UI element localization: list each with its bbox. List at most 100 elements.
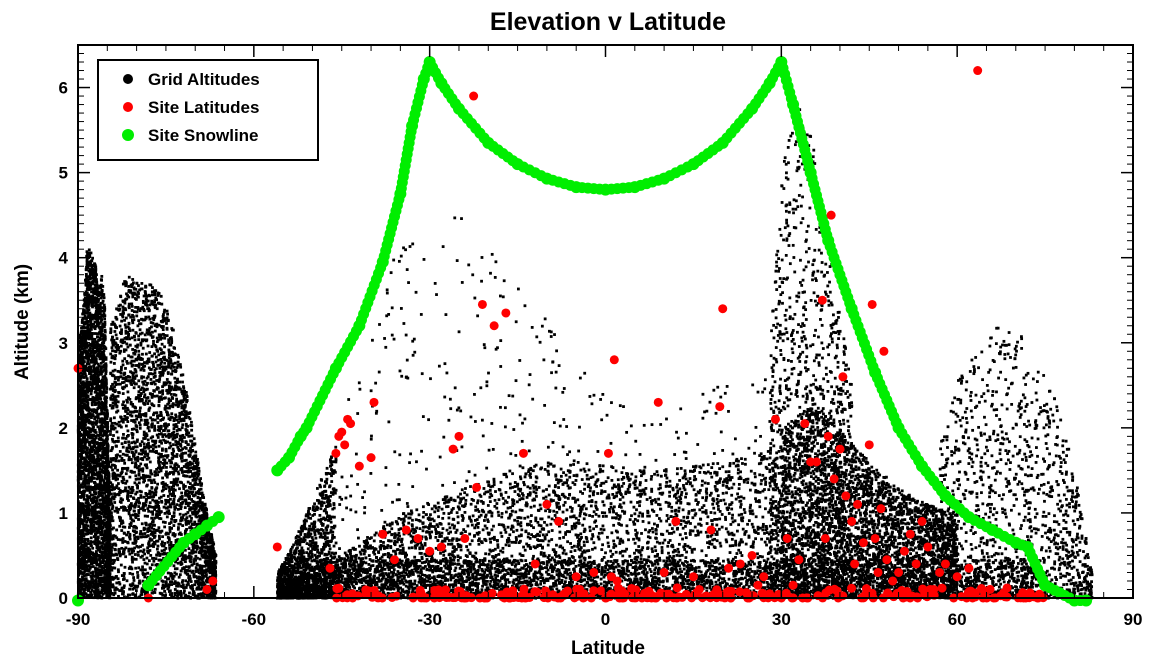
grid-altitude-point (96, 454, 100, 458)
grid-altitude-point (84, 280, 88, 284)
grid-altitude-point (87, 546, 90, 550)
grid-altitude-point (160, 365, 164, 369)
grid-altitude-point (92, 434, 96, 437)
grid-altitude-point (153, 368, 157, 372)
grid-altitude-point (87, 286, 91, 290)
grid-altitude-point (187, 486, 191, 489)
grid-altitude-point (126, 406, 129, 410)
grid-altitude-point (84, 474, 88, 478)
grid-altitude-point (151, 512, 155, 516)
grid-altitude-point (78, 449, 82, 453)
grid-altitude-point (106, 457, 110, 461)
grid-altitude-point (100, 406, 104, 409)
grid-altitude-point (154, 355, 158, 359)
grid-altitude-point (89, 595, 93, 598)
grid-altitude-point (102, 576, 105, 580)
grid-altitude-point (87, 568, 91, 572)
grid-altitude-point (176, 363, 180, 367)
grid-altitude-point (83, 311, 87, 315)
grid-altitude-point (101, 404, 105, 408)
grid-altitude-point (88, 381, 92, 384)
grid-altitude-point (159, 294, 163, 298)
grid-altitude-point (81, 472, 85, 475)
grid-altitude-point (194, 481, 198, 485)
grid-altitude-point (188, 520, 191, 524)
grid-altitude-point (99, 463, 103, 467)
grid-altitude-point (157, 432, 161, 436)
grid-altitude-point (86, 435, 90, 439)
grid-altitude-point (143, 568, 147, 572)
grid-altitude-point (85, 469, 89, 473)
grid-altitude-point (83, 508, 87, 512)
grid-altitude-point (148, 449, 152, 453)
grid-altitude-point (159, 333, 163, 337)
grid-altitude-point (94, 311, 98, 315)
grid-altitude-point (78, 355, 82, 359)
grid-altitude-point (83, 457, 87, 461)
grid-altitude-point (79, 432, 83, 436)
grid-altitude-point (78, 584, 82, 587)
grid-altitude-point (87, 295, 91, 299)
grid-altitude-point (100, 566, 104, 569)
grid-altitude-point (93, 484, 97, 488)
grid-altitude-point (101, 520, 105, 524)
grid-altitude-point (160, 360, 164, 364)
grid-altitude-point (85, 487, 89, 491)
grid-altitude-point (101, 299, 105, 303)
grid-altitude-point (82, 482, 86, 486)
grid-altitude-point (137, 581, 141, 585)
grid-altitude-point (108, 490, 112, 494)
grid-altitude-point (178, 363, 182, 366)
grid-altitude-point (90, 290, 93, 294)
grid-altitude-point (110, 385, 113, 388)
grid-altitude-point (111, 562, 115, 565)
grid-altitude-point (191, 549, 195, 553)
grid-altitude-point (103, 415, 107, 419)
grid-altitude-point (79, 465, 83, 469)
grid-altitude-point (184, 529, 187, 533)
grid-altitude-point (168, 471, 172, 474)
grid-altitude-point (99, 481, 102, 485)
grid-altitude-point (88, 412, 92, 415)
grid-altitude-point (82, 493, 86, 497)
grid-altitude-point (92, 561, 96, 565)
grid-altitude-point (77, 360, 81, 363)
grid-altitude-point (93, 542, 97, 545)
grid-altitude-point (93, 382, 97, 386)
grid-altitude-point (119, 522, 123, 525)
grid-altitude-point (84, 356, 88, 360)
grid-altitude-point (182, 487, 186, 490)
grid-altitude-point (103, 417, 107, 421)
grid-altitude-point (107, 539, 111, 543)
grid-altitude-point (92, 299, 96, 303)
grid-altitude-point (105, 455, 109, 459)
grid-altitude-point (93, 380, 97, 383)
grid-altitude-point (101, 464, 105, 468)
grid-altitude-point (87, 269, 91, 273)
grid-altitude-point (194, 550, 198, 554)
grid-altitude-point (89, 540, 93, 543)
grid-altitude-point (99, 503, 102, 507)
grid-altitude-point (192, 575, 196, 579)
grid-altitude-point (184, 489, 188, 493)
grid-altitude-point (94, 550, 98, 553)
grid-altitude-point (167, 485, 171, 489)
grid-altitude-point (99, 560, 102, 564)
grid-altitude-point (87, 585, 91, 588)
grid-altitude-point (89, 509, 93, 512)
grid-altitude-point (182, 474, 185, 477)
grid-altitude-point (97, 349, 100, 353)
grid-altitude-point (78, 495, 82, 499)
grid-altitude-point (176, 591, 180, 595)
grid-altitude-point (80, 381, 84, 385)
grid-altitude-point (85, 250, 89, 254)
grid-altitude-point (136, 550, 140, 554)
grid-altitude-point (169, 497, 172, 501)
grid-altitude-point (147, 441, 150, 445)
grid-altitude-point (88, 311, 92, 315)
grid-altitude-point (82, 395, 86, 398)
grid-altitude-point (82, 589, 86, 593)
grid-altitude-point (100, 595, 104, 599)
grid-altitude-point (91, 305, 94, 309)
grid-altitude-point (99, 372, 102, 376)
